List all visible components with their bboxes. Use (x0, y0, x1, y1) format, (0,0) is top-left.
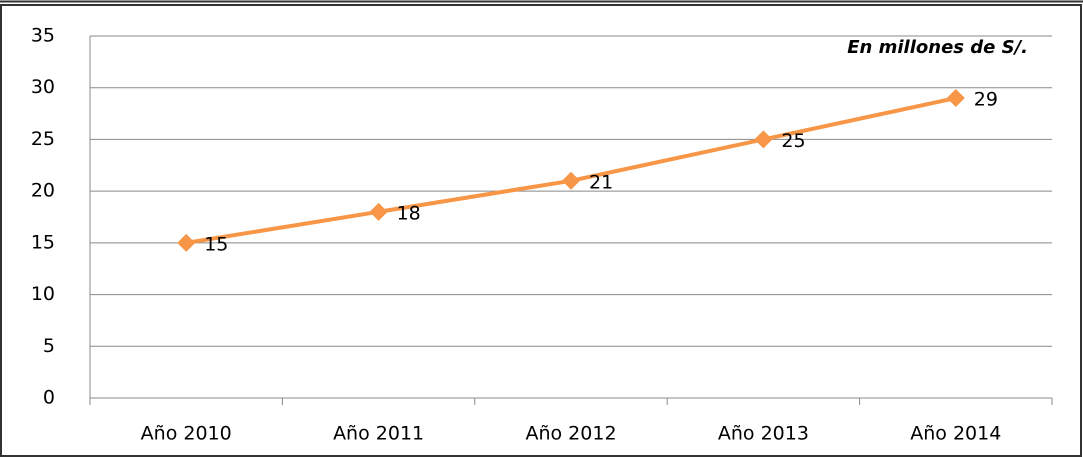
x-tick-label: Año 2013 (718, 423, 809, 445)
x-tick-label: Año 2014 (910, 423, 1001, 445)
marker (754, 130, 773, 149)
x-tick-label: Año 2010 (141, 423, 232, 445)
data-label: 18 (397, 202, 421, 224)
x-tick-label: Año 2011 (333, 423, 424, 445)
y-tick-label: 25 (31, 128, 55, 150)
marker (369, 202, 388, 221)
marker (946, 89, 965, 108)
y-tick-label: 15 (31, 231, 55, 253)
annotation: En millones de S/. (847, 37, 1028, 58)
data-label: 25 (781, 130, 805, 152)
data-label: 21 (589, 171, 613, 193)
marker (562, 171, 580, 190)
x-tick-label: Año 2012 (525, 423, 616, 445)
chart-frame (0, 4, 1082, 457)
marker (177, 233, 196, 252)
y-tick-label: 10 (31, 283, 55, 305)
y-tick-label: 0 (43, 387, 55, 409)
data-label: 15 (204, 233, 228, 255)
y-tick-label: 35 (31, 25, 55, 47)
data-label: 29 (974, 89, 998, 111)
y-tick-label: 20 (31, 180, 55, 202)
y-tick-label: 30 (31, 76, 55, 98)
y-tick-label: 5 (43, 335, 55, 357)
